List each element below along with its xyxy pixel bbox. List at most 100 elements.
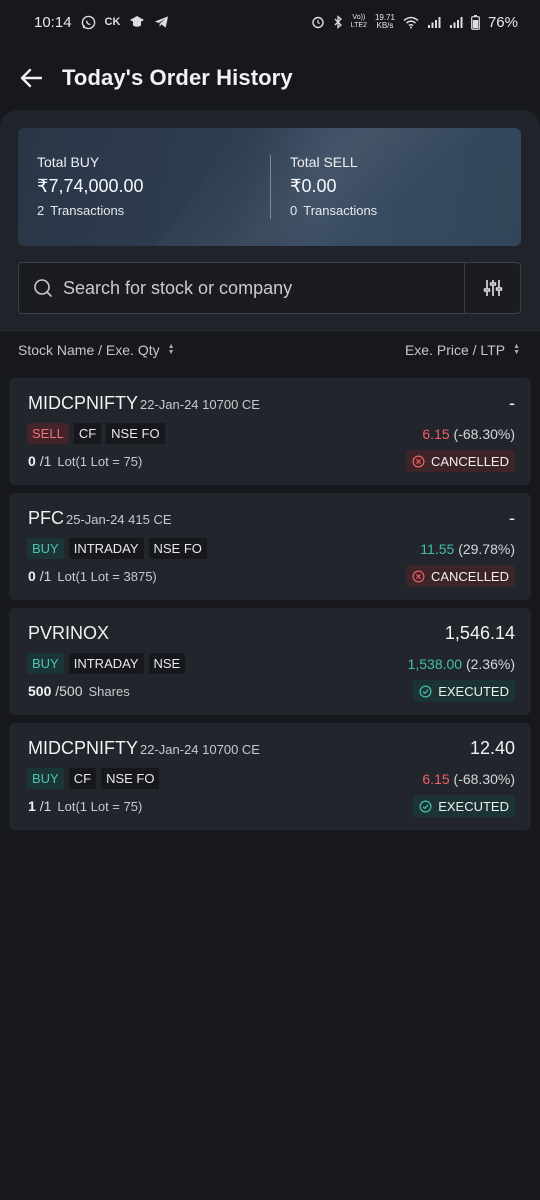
network-speed: 19.71 KB/s [374, 13, 395, 30]
order-quantity: 0 /1 [28, 568, 52, 584]
side-badge: BUY [27, 653, 64, 674]
check-circle-icon [419, 800, 432, 812]
sort-left-label: Stock Name / Exe. Qty [18, 341, 160, 358]
order-quantity: 500 /500 [28, 683, 83, 699]
ltp-change: (-68.30%) [453, 770, 515, 787]
arrow-left-icon [20, 68, 42, 88]
telegram-icon [154, 15, 169, 29]
order-symbol: PVRINOX [28, 623, 110, 643]
summary-panel: Total BUY ₹7,74,000.00 2 Transactions Tot… [0, 110, 540, 330]
ltp-value: 11.55 [420, 540, 455, 557]
order-symbol: MIDCPNIFTY [28, 393, 138, 413]
app-header: Today's Order History [0, 52, 540, 104]
exchange-badge: NSE FO [148, 538, 207, 559]
exchange-badge: NSE [148, 653, 186, 674]
status-bar: 10:14 CK Vo)) LTE2 19.71 KB/s [0, 0, 540, 44]
wifi-icon [403, 16, 419, 29]
total-sell-label: Total SELL [290, 154, 358, 170]
status-badge: EXECUTED [413, 795, 515, 817]
total-sell-transactions: 0 Transactions [290, 203, 377, 218]
signal-icon-2 [449, 16, 463, 29]
bluetooth-icon [333, 15, 343, 29]
order-contract-details: 25-Jan-24 415 CE [66, 512, 172, 527]
order-card[interactable]: MIDCPNIFTY 22-Jan-24 10700 CE 12.40 BUY … [9, 723, 531, 830]
total-buy-amount: ₹7,74,000.00 [37, 176, 144, 196]
ltp-value: 6.15 [422, 425, 450, 442]
ltp-value: 6.15 [422, 770, 450, 787]
order-ltp: 1,538.00 (2.36%) [408, 656, 515, 672]
order-ltp: 6.15 (-68.30%) [422, 771, 515, 787]
order-lot-size: Lot(1 Lot = 75) [57, 798, 143, 814]
alarm-icon [311, 15, 325, 29]
search-input[interactable] [63, 263, 464, 313]
total-buy-section: Total BUY ₹7,74,000.00 2 Transactions [37, 154, 144, 218]
order-lot-size: Lot(1 Lot = 75) [57, 453, 143, 469]
whatsapp-icon [81, 15, 96, 30]
order-card[interactable]: PFC 25-Jan-24 415 CE - BUY INTRADAY NSE … [9, 493, 531, 600]
total-sell-amount: ₹0.00 [290, 176, 337, 196]
product-badge: CF [73, 423, 102, 444]
product-badge: CF [68, 768, 97, 789]
sell-transaction-count: 0 [290, 203, 298, 218]
order-exe-price: - [509, 393, 515, 413]
ltp-change: (29.78%) [458, 540, 515, 557]
search-icon [23, 263, 63, 313]
order-lot-size: Shares [88, 683, 130, 699]
graduation-cap-icon [129, 15, 145, 29]
sort-by-name-button[interactable]: Stock Name / Exe. Qty ▲ ▼ [18, 342, 175, 358]
ltp-value: 1,538.00 [407, 655, 463, 672]
side-badge: SELL [27, 423, 69, 444]
carrier-text: CK [104, 16, 121, 28]
sort-arrows-icon: ▲ ▼ [513, 342, 520, 356]
summary-divider [270, 155, 271, 219]
order-ltp: 6.15 (-68.30%) [422, 426, 515, 442]
order-symbol: MIDCPNIFTY [28, 738, 138, 758]
total-buy-transactions: 2 Transactions [37, 203, 144, 218]
filter-button[interactable] [464, 263, 520, 313]
status-badge: CANCELLED [405, 565, 515, 587]
summary-card: Total BUY ₹7,74,000.00 2 Transactions Tot… [18, 128, 521, 246]
battery-icon [471, 14, 480, 30]
cancel-circle-icon [412, 455, 425, 467]
order-list: MIDCPNIFTY 22-Jan-24 10700 CE - SELL CF … [9, 378, 531, 838]
product-badge: INTRADAY [68, 653, 144, 674]
order-contract-details: 22-Jan-24 10700 CE [140, 742, 260, 757]
buy-transaction-count: 2 [37, 203, 45, 218]
sort-right-label: Exe. Price / LTP [404, 341, 506, 358]
back-button[interactable] [0, 52, 60, 104]
check-circle-icon [419, 685, 432, 697]
total-sell-section: Total SELL ₹0.00 0 Transactions [290, 154, 377, 218]
order-contract-details: 22-Jan-24 10700 CE [140, 397, 260, 412]
battery-percent: 76% [487, 13, 518, 31]
sliders-icon [483, 280, 502, 296]
search-bar [18, 262, 521, 314]
cancel-circle-icon [412, 570, 425, 582]
exchange-badge: NSE FO [106, 423, 165, 444]
sort-bar: Stock Name / Exe. Qty ▲ ▼ Exe. Price / LT… [0, 330, 540, 368]
status-badge: EXECUTED [413, 680, 515, 702]
signal-icon [427, 16, 441, 29]
side-badge: BUY [27, 538, 64, 559]
order-card[interactable]: PVRINOX 1,546.14 BUY INTRADAY NSE 1,538.… [9, 608, 531, 715]
status-badge: CANCELLED [405, 450, 515, 472]
order-card[interactable]: MIDCPNIFTY 22-Jan-24 10700 CE - SELL CF … [9, 378, 531, 485]
page-title: Today's Order History [62, 65, 293, 90]
order-ltp: 11.55 (29.78%) [420, 541, 515, 557]
order-quantity: 0 /1 [28, 453, 52, 469]
buy-transaction-label: Transactions [50, 203, 125, 218]
ltp-change: (-68.30%) [453, 425, 515, 442]
sort-by-price-button[interactable]: Exe. Price / LTP ▲ ▼ [405, 342, 520, 358]
product-badge: INTRADAY [68, 538, 144, 559]
status-time: 10:14 [34, 13, 72, 31]
total-buy-label: Total BUY [37, 154, 100, 170]
order-exe-price: 1,546.14 [444, 623, 515, 643]
side-badge: BUY [27, 768, 64, 789]
order-quantity: 1 /1 [28, 798, 52, 814]
volte-indicator: Vo)) LTE2 [350, 14, 367, 29]
order-lot-size: Lot(1 Lot = 3875) [57, 568, 157, 584]
order-symbol: PFC [28, 508, 64, 528]
exchange-badge: NSE FO [101, 768, 160, 789]
order-exe-price: 12.40 [469, 738, 515, 758]
sell-transaction-label: Transactions [303, 203, 378, 218]
ltp-change: (2.36%) [465, 655, 515, 672]
